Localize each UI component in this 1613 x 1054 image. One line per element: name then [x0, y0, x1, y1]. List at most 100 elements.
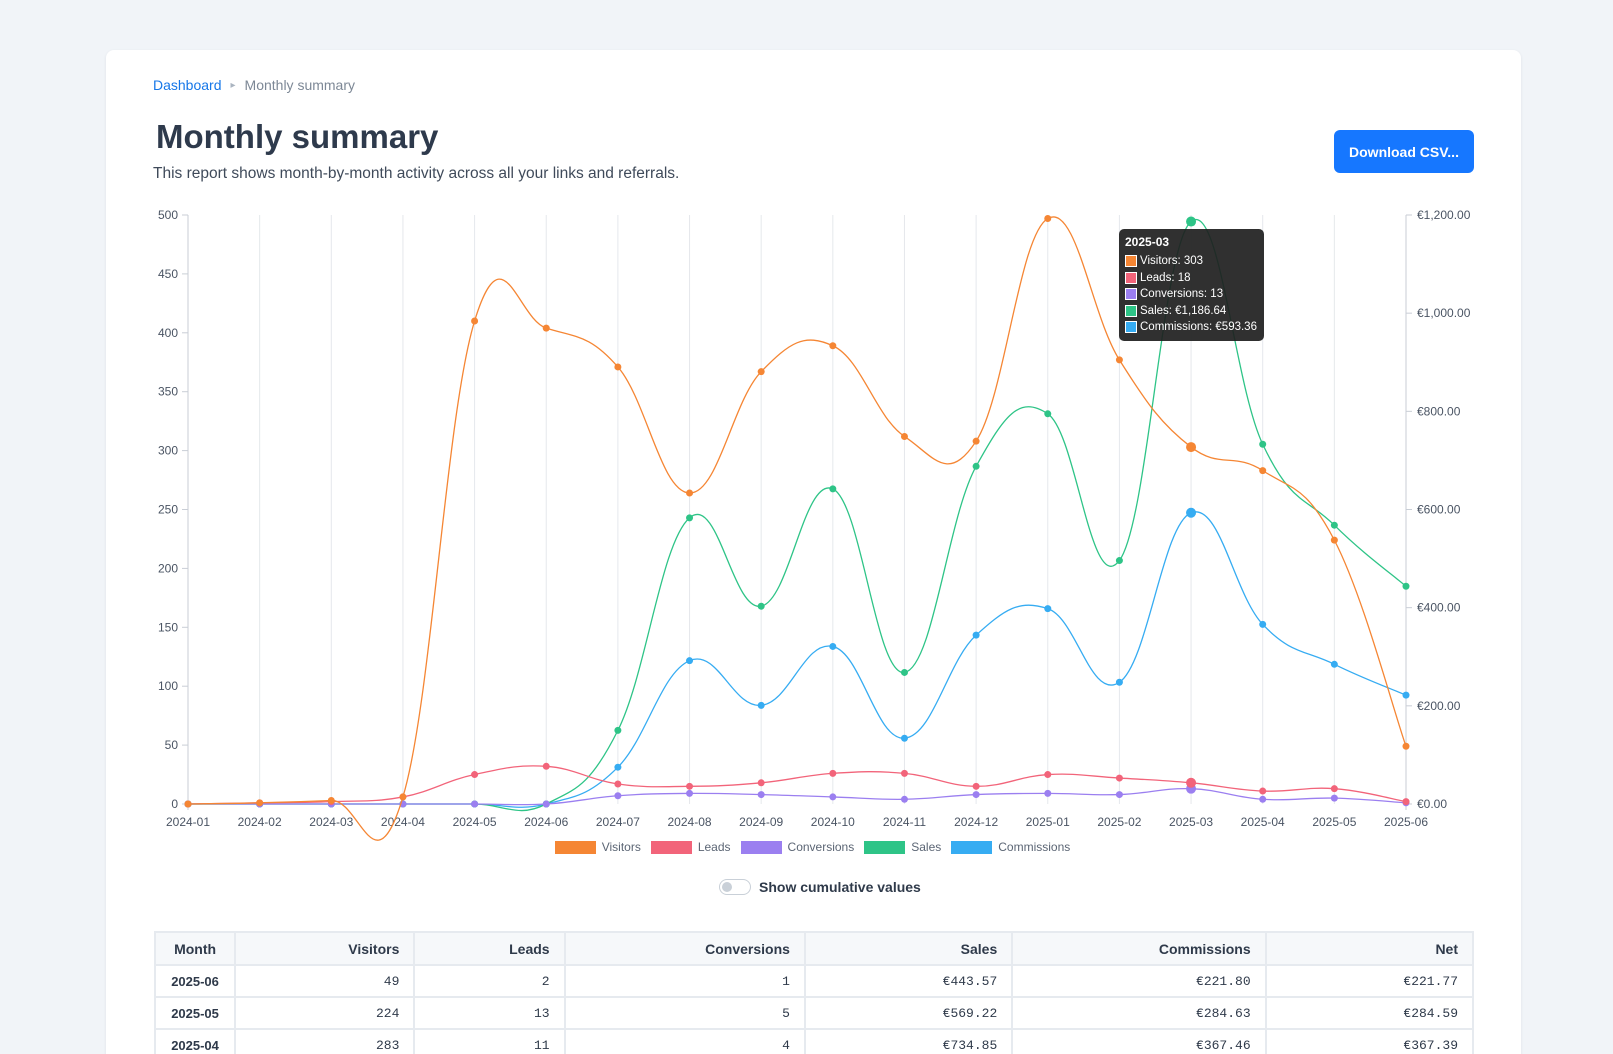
- data-point-leads: [829, 769, 837, 777]
- data-point-sales: [686, 514, 694, 522]
- cumulative-toggle[interactable]: [719, 879, 751, 895]
- data-point-commissions: [1330, 660, 1338, 668]
- column-header-commissions[interactable]: Commissions: [1011, 931, 1267, 966]
- tooltip-swatch-conversions: [1125, 288, 1137, 301]
- data-point-leads: [1044, 771, 1052, 779]
- data-point-conversions: [686, 789, 694, 797]
- column-header-net[interactable]: Net: [1264, 931, 1475, 966]
- cumulative-toggle-label[interactable]: Show cumulative values: [759, 879, 921, 895]
- page-title: Monthly summary: [156, 118, 439, 155]
- data-point-sales: [1044, 410, 1052, 418]
- legend-item-commissions[interactable]: Commissions: [951, 840, 1070, 854]
- data-point-commissions: [972, 631, 980, 639]
- cell-commissions: €221.80: [1011, 964, 1267, 998]
- data-point-conversions: [399, 800, 407, 808]
- data-point-visitors: [542, 324, 550, 332]
- data-point-conversions: [471, 800, 479, 808]
- cell-leads: 13: [413, 996, 566, 1030]
- tooltip-text-conversions: Conversions: 13: [1140, 288, 1224, 301]
- data-point-leads: [972, 782, 980, 790]
- data-point-commissions: [1115, 678, 1123, 686]
- cell-commissions: €367.46: [1011, 1028, 1267, 1054]
- cell-sales: €443.57: [803, 964, 1014, 998]
- cell-month: 2025-05: [153, 996, 237, 1030]
- table-header-row: Month Visitors Leads Conversions Sales C…: [153, 931, 1475, 966]
- data-point-visitors: [327, 796, 335, 804]
- column-header-sales[interactable]: Sales: [803, 931, 1014, 966]
- table-row: 2025-06 49 2 1 €443.57 €221.80 €221.77: [153, 964, 1475, 998]
- cumulative-toggle-row: Show cumulative values: [719, 879, 921, 895]
- data-point-sales: [1402, 582, 1410, 590]
- data-point-conversions: [972, 791, 980, 799]
- data-point-conversions: [614, 792, 622, 800]
- data-point-commissions: [757, 701, 765, 709]
- data-point-sales: [614, 726, 622, 734]
- data-point-leads: [614, 780, 622, 788]
- breadcrumb-dashboard-link[interactable]: Dashboard: [153, 77, 222, 93]
- data-point-leads: [1402, 798, 1410, 806]
- data-point-visitors: [614, 363, 622, 371]
- column-header-conversions[interactable]: Conversions: [563, 931, 806, 966]
- column-header-leads[interactable]: Leads: [413, 931, 566, 966]
- data-point-conversions: [900, 795, 908, 803]
- cell-visitors: 224: [234, 996, 416, 1030]
- data-point-visitors: [1186, 442, 1197, 453]
- report-card: [106, 50, 1521, 1054]
- data-point-visitors: [900, 432, 908, 440]
- column-header-visitors[interactable]: Visitors: [234, 931, 416, 966]
- data-point-commissions: [829, 642, 837, 650]
- data-point-commissions: [1044, 605, 1052, 613]
- data-point-sales: [1186, 216, 1197, 227]
- legend-label-commissions: Commissions: [998, 840, 1071, 854]
- data-point-sales: [1115, 557, 1123, 565]
- data-point-commissions: [614, 763, 622, 771]
- data-point-leads: [900, 769, 908, 777]
- data-point-visitors: [1330, 536, 1338, 544]
- data-point-conversions: [757, 791, 765, 799]
- chart-legend: Visitors Leads Conversions Sales Commiss…: [0, 840, 1613, 854]
- legend-swatch-conversions: [740, 840, 782, 854]
- legend-swatch-leads: [650, 840, 692, 854]
- data-point-sales: [1259, 440, 1267, 448]
- download-csv-button[interactable]: Download CSV...: [1334, 130, 1474, 173]
- data-point-commissions: [1186, 507, 1197, 518]
- legend-label-sales: Sales: [911, 840, 942, 854]
- table-row: 2025-04 283 11 4 €734.85 €367.46 €367.39: [153, 1028, 1475, 1054]
- data-point-sales: [1330, 521, 1338, 529]
- data-point-leads: [542, 762, 550, 770]
- tooltip-text-leads: Leads: 18: [1140, 271, 1191, 284]
- cell-net: €221.77: [1264, 964, 1475, 998]
- cell-net: €367.39: [1264, 1028, 1475, 1054]
- data-point-visitors: [256, 799, 264, 807]
- legend-item-visitors[interactable]: Visitors: [554, 840, 641, 854]
- cell-net: €284.59: [1264, 996, 1475, 1030]
- tooltip-row-conversions: Conversions: 13: [1125, 286, 1258, 303]
- column-header-month[interactable]: Month: [153, 931, 237, 966]
- cell-leads: 11: [413, 1028, 566, 1054]
- data-point-leads: [1115, 774, 1123, 782]
- data-point-leads: [757, 779, 765, 787]
- legend-item-sales[interactable]: Sales: [864, 840, 941, 854]
- table-row: 2025-05 224 13 5 €569.22 €284.63 €284.59: [153, 996, 1475, 1030]
- cell-month: 2025-04: [153, 1028, 237, 1054]
- tooltip-swatch-leads: [1125, 271, 1137, 284]
- tooltip-text-visitors: Visitors: 303: [1140, 255, 1204, 268]
- data-point-sales: [757, 602, 765, 610]
- cell-leads: 2: [413, 964, 566, 998]
- monthly-table: Month Visitors Leads Conversions Sales C…: [153, 931, 1475, 1054]
- data-point-leads: [686, 782, 694, 790]
- data-point-visitors: [1115, 356, 1123, 364]
- cell-commissions: €284.63: [1011, 996, 1267, 1030]
- data-point-visitors: [686, 489, 694, 497]
- legend-item-leads[interactable]: Leads: [650, 840, 731, 854]
- breadcrumb: Dashboard ▸ Monthly summary: [153, 77, 355, 93]
- data-point-conversions: [829, 793, 837, 801]
- data-point-visitors: [829, 342, 837, 350]
- chart-tooltip: 2025-03 Visitors: 303 Leads: 18 Conversi…: [1119, 229, 1264, 341]
- data-point-visitors: [972, 437, 980, 445]
- data-point-leads: [1186, 777, 1197, 788]
- legend-label-visitors: Visitors: [601, 840, 641, 854]
- legend-item-conversions[interactable]: Conversions: [740, 840, 854, 854]
- data-point-visitors: [184, 800, 192, 808]
- tooltip-swatch-commissions: [1125, 321, 1137, 334]
